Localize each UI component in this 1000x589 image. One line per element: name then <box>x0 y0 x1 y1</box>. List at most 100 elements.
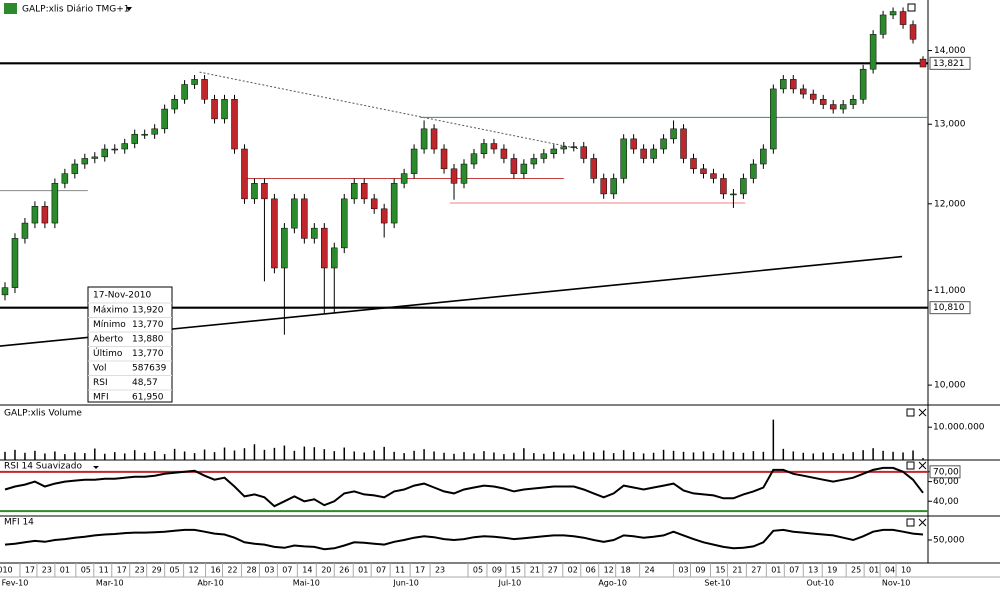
x-tick-label: 17 <box>117 566 127 575</box>
volume-bar <box>133 450 136 460</box>
volume-bar <box>313 447 316 460</box>
x-tick-label: 22 <box>227 566 237 575</box>
volume-bar <box>722 450 725 460</box>
maximize-icon[interactable] <box>906 408 915 417</box>
x-tick-label: 17 <box>415 566 425 575</box>
candle-body <box>829 104 837 110</box>
volume-bar <box>792 451 795 460</box>
level-label: 13,821 <box>933 59 965 69</box>
month-label: Nov-10 <box>882 579 910 588</box>
info-label: Mínimo <box>93 320 126 330</box>
panel-titles: GALP:xlis Volume RSI 14 Suavizado MFI 14 <box>4 409 83 528</box>
candle-body <box>730 193 737 196</box>
volume-bar <box>263 449 266 460</box>
maximize-icon[interactable] <box>907 3 916 12</box>
volume-bar <box>423 449 425 460</box>
x-tick-label: 23 <box>435 566 445 575</box>
candle-body <box>410 148 418 174</box>
month-label: Abr-10 <box>197 579 223 588</box>
x-tick-label: 28 <box>246 566 256 575</box>
x-tick-label: 06 <box>586 566 596 575</box>
volume-bar <box>413 450 415 460</box>
candle-body <box>81 158 89 165</box>
level-label-box <box>929 301 971 315</box>
dropdown-icon[interactable] <box>126 7 132 11</box>
volume-bar <box>922 458 924 460</box>
maximize-icon[interactable] <box>906 518 915 527</box>
candle-body <box>690 158 697 170</box>
volume-bar <box>403 453 405 460</box>
month-label: Out-10 <box>806 579 834 588</box>
x-tick-label: 14 <box>302 566 312 575</box>
candle-body <box>869 34 877 70</box>
candle-body <box>51 183 59 224</box>
candle-body <box>670 128 677 140</box>
y-tick-label: 60,00 <box>933 477 959 487</box>
volume-bar <box>732 452 735 460</box>
x-tick-label: 01 <box>771 566 781 575</box>
volume-bar <box>253 444 256 460</box>
x-tick-label: 25 <box>851 566 861 575</box>
volume-bar <box>283 445 286 460</box>
close-icon[interactable] <box>918 518 927 527</box>
candle-body <box>700 168 707 174</box>
x-tick-label: 07 <box>789 566 799 575</box>
candle-body <box>191 79 198 85</box>
x-tick-label: 21 <box>732 566 742 575</box>
close-icon[interactable] <box>918 408 927 417</box>
x-tick-label: 15 <box>715 566 725 575</box>
close-icon[interactable] <box>918 461 927 470</box>
candle-body <box>650 148 657 159</box>
info-label: Aberto <box>93 335 124 345</box>
volume-bar <box>393 451 395 460</box>
candle-body <box>301 198 308 239</box>
candle-body <box>520 163 528 174</box>
candle-body <box>740 178 747 195</box>
candle-body <box>620 138 627 179</box>
candle-body <box>311 227 318 239</box>
volume-bar <box>563 453 565 460</box>
candle-body <box>251 183 258 200</box>
volume-bar <box>523 448 525 460</box>
x-tick-label: 11 <box>395 566 405 575</box>
maximize-icon[interactable] <box>906 461 915 470</box>
volume-bar <box>812 453 814 460</box>
indicator-line <box>4 466 924 508</box>
candle-body <box>390 183 398 224</box>
candle-body <box>530 158 538 165</box>
month-label: Ago-10 <box>598 579 627 588</box>
panel-title: GALP:xlis Volume <box>4 409 82 419</box>
chart-title: GALP:xlis Diário TMG+1 <box>22 5 130 15</box>
panel-title: RSI 14 Suavizado <box>4 462 83 472</box>
x-tick-label: 07 <box>376 566 386 575</box>
dropdown-icon[interactable] <box>93 466 99 469</box>
candle-body <box>91 156 99 159</box>
candle-body <box>291 198 298 229</box>
volume-bar <box>163 454 166 460</box>
candle-body <box>660 138 667 150</box>
candle-body <box>341 198 348 249</box>
info-box-frame <box>87 286 173 403</box>
volume-bar <box>872 448 874 460</box>
volume-bar <box>383 446 385 460</box>
candle-body <box>570 146 578 148</box>
candle-body <box>580 146 587 159</box>
volume-bar <box>273 447 276 460</box>
info-label: Máximo <box>93 306 129 316</box>
candle-body <box>500 148 508 159</box>
candle-body <box>400 173 408 184</box>
y-tick-label: 10.000.000 <box>933 423 985 433</box>
month-label: Fev-10 <box>2 579 29 588</box>
info-value: 13,770 <box>132 349 164 359</box>
x-tick-label: 01 <box>869 566 879 575</box>
candle-body <box>630 138 637 150</box>
info-value: 13,770 <box>132 320 164 330</box>
volume-bar <box>363 452 365 460</box>
info-label: Último <box>93 347 123 359</box>
candle-body <box>540 153 548 159</box>
volume-bar <box>762 451 765 460</box>
candle-body <box>560 146 568 150</box>
candle-body <box>450 168 458 184</box>
candle-body <box>181 84 188 100</box>
volume-bar <box>612 453 615 460</box>
